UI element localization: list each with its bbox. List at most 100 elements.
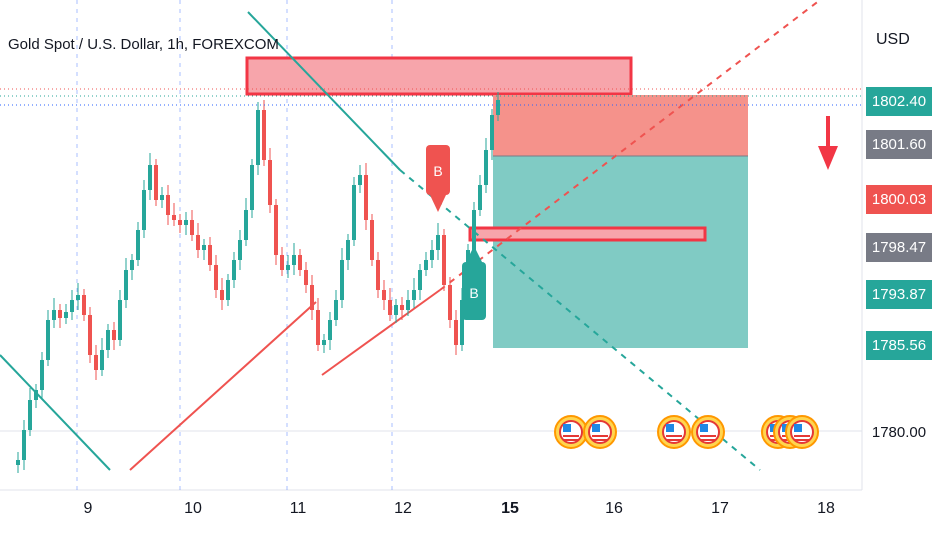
candle-body (436, 235, 440, 250)
candle-body (442, 235, 446, 285)
candle-body (64, 312, 68, 318)
candle-body (286, 265, 290, 270)
candle-body (238, 240, 242, 260)
candle-body (100, 350, 104, 370)
candle-body (196, 235, 200, 250)
buy-marker-upper (426, 145, 450, 195)
candle-body (88, 315, 92, 355)
buy-marker-lower-pointer (466, 246, 482, 262)
candle-body (484, 150, 488, 185)
candle-body (358, 175, 362, 185)
candle-body (400, 305, 404, 310)
candle-body (40, 360, 44, 390)
candle-body (154, 165, 158, 200)
candle-body (310, 285, 314, 310)
candle-body (202, 245, 206, 250)
currency-label[interactable]: USD (876, 31, 910, 48)
time-label-17: 17 (711, 500, 729, 517)
candle-body (160, 195, 164, 200)
candle-body (148, 165, 152, 190)
candle-body (448, 285, 452, 320)
candle-body (250, 165, 254, 210)
candle-body (478, 185, 482, 210)
candle-body (364, 175, 368, 220)
candle-body (130, 260, 134, 270)
candle-body (142, 190, 146, 230)
trend-line-red-mid (321, 289, 441, 376)
candle-body (178, 220, 182, 225)
candle-body (454, 320, 458, 345)
candle-body (424, 260, 428, 270)
candle-body (334, 300, 338, 320)
candle-body (172, 215, 176, 220)
candle-body (382, 290, 386, 300)
candle-body (298, 255, 302, 270)
time-label-9: 9 (83, 500, 93, 517)
time-label-18: 18 (817, 500, 835, 517)
trend-line-red-lower (129, 301, 317, 471)
flag-canton (592, 424, 600, 432)
candle-body (340, 260, 344, 300)
candle-body (124, 270, 128, 300)
candle-body (34, 390, 38, 400)
candle-body (388, 300, 392, 315)
flag-canton (700, 424, 708, 432)
take-profit-zone (493, 156, 748, 348)
candle-body (16, 460, 20, 465)
candle-body (52, 310, 56, 320)
candle-body (274, 205, 278, 255)
candle-body (28, 400, 32, 430)
buy-marker-lower (462, 262, 486, 320)
candle-body (460, 300, 464, 345)
candle-body (256, 110, 260, 165)
demand-zone (468, 226, 707, 242)
candle-body (430, 250, 434, 260)
buy-marker-upper-pointer (430, 195, 446, 212)
price-tag-1801-60: 1801.60 (866, 130, 932, 159)
candle-body (76, 295, 80, 300)
flag-canton (794, 424, 802, 432)
time-label-16: 16 (605, 500, 623, 517)
price-label-1780: 1780.00 (871, 424, 927, 441)
candle-body (58, 310, 62, 318)
candle-body (244, 210, 248, 240)
candle-body (184, 220, 188, 225)
candle-body (406, 300, 410, 310)
candle-body (292, 255, 296, 265)
candle-body (94, 355, 98, 370)
candle-body (280, 255, 284, 270)
price-tag-1798-47: 1798.47 (866, 233, 932, 262)
candle-body (346, 240, 350, 260)
price-tag-1785-56: 1785.56 (866, 331, 932, 360)
candle-body (262, 110, 266, 160)
time-label-15: 15 (501, 500, 519, 517)
candle-body (112, 330, 116, 340)
time-label-10: 10 (184, 500, 202, 517)
candle-body (166, 195, 170, 215)
candle-body (106, 330, 110, 350)
candle-body (22, 430, 26, 460)
candle-body (328, 320, 332, 340)
candle-body (316, 310, 320, 345)
time-label-12: 12 (394, 500, 412, 517)
candle-body (412, 290, 416, 300)
trend-line-red-dashed (439, 0, 821, 291)
candle-body (232, 260, 236, 280)
candle-body (118, 300, 122, 340)
candle-body (376, 260, 380, 290)
flag-canton (666, 424, 674, 432)
buy-marker-lower-label: B (469, 285, 478, 301)
price-tag-1802-40: 1802.40 (866, 87, 932, 116)
candle-body (70, 300, 74, 312)
candle-body (394, 305, 398, 315)
arrow-head (818, 146, 838, 170)
economic-event-icons (554, 415, 819, 449)
candle-body (370, 220, 374, 260)
candle-body (322, 340, 326, 345)
down-arrow-icon (818, 116, 838, 170)
price-tag-1800-03: 1800.03 (866, 185, 932, 214)
candle-series (16, 92, 500, 473)
candle-body (352, 185, 356, 240)
